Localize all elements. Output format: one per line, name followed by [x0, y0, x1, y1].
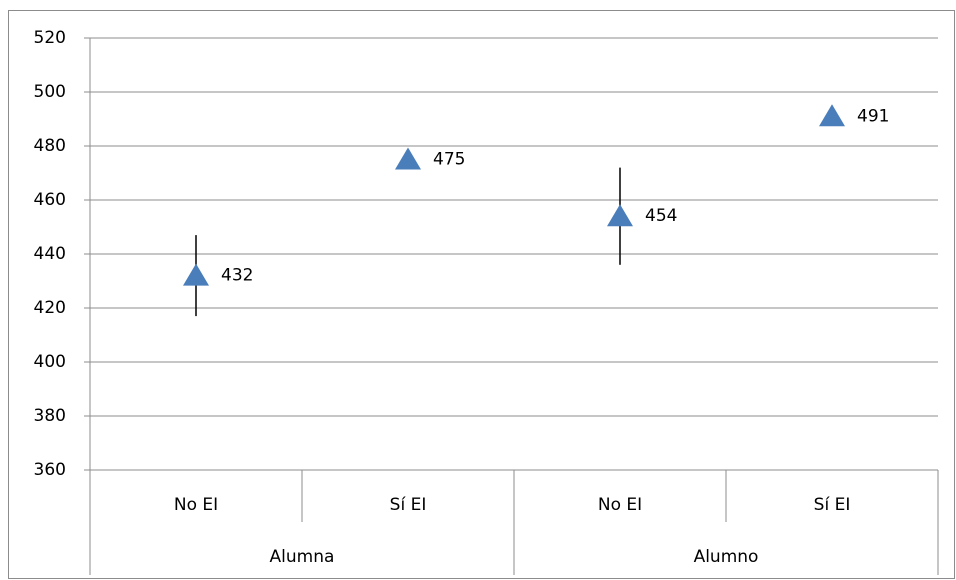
x-tick-label: Sí EI: [390, 495, 427, 515]
group-label: Alumno: [694, 547, 759, 567]
chart-frame: [8, 10, 955, 579]
y-tick-label: 440: [34, 244, 66, 264]
marker: [607, 204, 633, 227]
x-tick-label: Sí EI: [814, 495, 851, 515]
y-tick-label: 500: [34, 82, 66, 102]
data-label: 475: [433, 150, 465, 170]
data-label: 432: [221, 266, 253, 286]
y-tick-label: 380: [34, 406, 66, 426]
marker: [183, 263, 209, 286]
x-tick-label: No EI: [174, 495, 218, 515]
data-label: 491: [857, 106, 889, 126]
y-tick-label: 420: [34, 298, 66, 318]
y-tick-label: 460: [34, 190, 66, 210]
group-label: Alumna: [270, 547, 335, 567]
marker: [819, 104, 845, 127]
x-tick-label: No EI: [598, 495, 642, 515]
y-tick-label: 520: [34, 28, 66, 48]
y-tick-label: 480: [34, 136, 66, 156]
data-label: 454: [645, 206, 677, 226]
y-tick-label: 360: [34, 460, 66, 480]
marker: [395, 147, 421, 170]
y-tick-label: 400: [34, 352, 66, 372]
